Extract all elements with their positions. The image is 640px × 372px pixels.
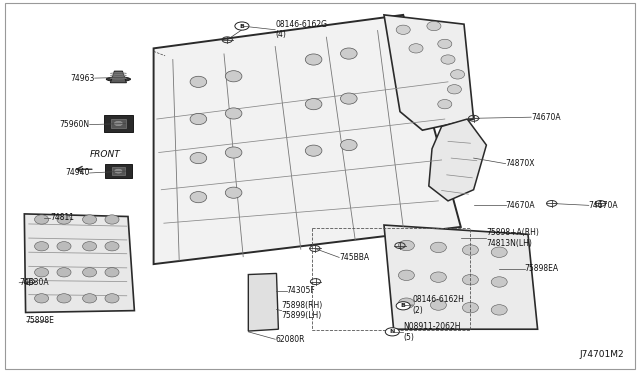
Text: B: B (239, 23, 244, 29)
Bar (111, 119, 126, 128)
Ellipse shape (105, 267, 119, 277)
Text: N08911-2062H
(5): N08911-2062H (5) (403, 322, 461, 341)
Polygon shape (24, 214, 134, 312)
Ellipse shape (190, 192, 207, 203)
Polygon shape (154, 15, 461, 264)
Ellipse shape (398, 270, 415, 280)
Text: 08146-6162H
(2): 08146-6162H (2) (413, 295, 465, 315)
Ellipse shape (431, 272, 447, 282)
Text: 74870X: 74870X (506, 159, 535, 168)
Ellipse shape (305, 54, 322, 65)
Ellipse shape (106, 77, 131, 81)
Text: 08146-6162G
(4): 08146-6162G (4) (275, 20, 327, 39)
Ellipse shape (398, 298, 415, 308)
Text: 75898(RH)
75899(LH): 75898(RH) 75899(LH) (282, 301, 323, 320)
Circle shape (385, 328, 399, 336)
Ellipse shape (409, 44, 423, 53)
Polygon shape (248, 273, 278, 331)
Text: 74630A: 74630A (19, 278, 49, 287)
Polygon shape (110, 71, 127, 83)
Ellipse shape (225, 147, 242, 158)
Text: 74670A: 74670A (531, 113, 561, 122)
Text: 75898EA: 75898EA (525, 264, 559, 273)
Ellipse shape (105, 215, 119, 224)
Polygon shape (429, 119, 486, 201)
Text: N: N (390, 329, 395, 334)
Ellipse shape (396, 25, 410, 34)
Polygon shape (384, 15, 474, 130)
Ellipse shape (462, 302, 479, 313)
Ellipse shape (427, 21, 441, 31)
Text: 75898E: 75898E (26, 316, 54, 325)
Ellipse shape (35, 294, 49, 303)
Ellipse shape (431, 300, 447, 310)
Ellipse shape (57, 267, 71, 277)
Circle shape (235, 22, 249, 30)
Ellipse shape (462, 275, 479, 285)
Ellipse shape (305, 99, 322, 110)
Ellipse shape (398, 240, 415, 251)
Bar (104, 115, 133, 132)
Ellipse shape (35, 242, 49, 251)
Text: 75898+A(RH)
74813N(LH): 75898+A(RH) 74813N(LH) (486, 228, 540, 248)
Ellipse shape (492, 305, 508, 315)
Text: B: B (401, 303, 406, 308)
Ellipse shape (431, 242, 447, 253)
Ellipse shape (115, 169, 122, 173)
Text: 74940: 74940 (65, 169, 90, 177)
Ellipse shape (105, 294, 119, 303)
Text: 75960N: 75960N (60, 120, 90, 129)
Text: J74701M2: J74701M2 (579, 350, 624, 359)
Ellipse shape (340, 93, 357, 104)
Text: 74305F: 74305F (287, 286, 316, 295)
Text: 74963: 74963 (70, 74, 95, 83)
Ellipse shape (462, 245, 479, 255)
Ellipse shape (57, 215, 71, 224)
Polygon shape (384, 225, 538, 329)
Ellipse shape (225, 108, 242, 119)
Ellipse shape (35, 215, 49, 224)
Ellipse shape (340, 140, 357, 151)
Ellipse shape (447, 84, 461, 94)
Ellipse shape (190, 153, 207, 164)
Text: 62080R: 62080R (275, 335, 305, 344)
Circle shape (396, 302, 410, 310)
Bar (111, 167, 125, 175)
Ellipse shape (451, 70, 465, 79)
Ellipse shape (438, 39, 452, 48)
Text: 74670A: 74670A (506, 201, 535, 210)
Ellipse shape (57, 294, 71, 303)
Ellipse shape (441, 55, 455, 64)
Ellipse shape (115, 121, 122, 126)
Text: 745BBA: 745BBA (339, 253, 369, 262)
Text: FRONT: FRONT (90, 150, 121, 159)
Ellipse shape (340, 48, 357, 59)
Text: 74811: 74811 (50, 213, 74, 222)
Text: 74670A: 74670A (589, 201, 618, 210)
Bar (105, 164, 132, 179)
Ellipse shape (57, 242, 71, 251)
Ellipse shape (190, 76, 207, 87)
Ellipse shape (492, 247, 508, 257)
Ellipse shape (438, 100, 452, 109)
Ellipse shape (105, 242, 119, 251)
Ellipse shape (35, 267, 49, 277)
Ellipse shape (492, 277, 508, 287)
Ellipse shape (83, 215, 97, 224)
Ellipse shape (83, 294, 97, 303)
Ellipse shape (83, 267, 97, 277)
Ellipse shape (225, 71, 242, 82)
Ellipse shape (305, 145, 322, 156)
Ellipse shape (190, 113, 207, 125)
Ellipse shape (83, 242, 97, 251)
Ellipse shape (225, 187, 242, 198)
